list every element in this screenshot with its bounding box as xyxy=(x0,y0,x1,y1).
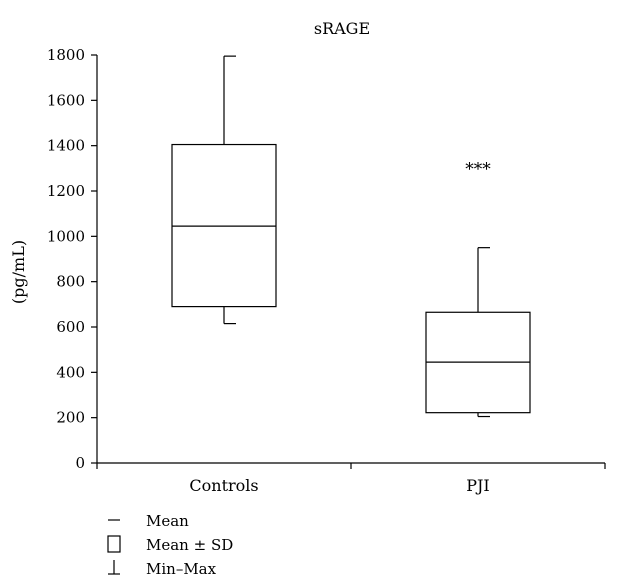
significance-annotation: *** xyxy=(465,159,491,179)
y-tick-label: 200 xyxy=(56,409,85,427)
legend: Mean Mean ± SD Min–Max xyxy=(107,512,233,578)
x-axis: Controls PJI xyxy=(96,462,606,495)
legend-box-symbol xyxy=(107,535,121,553)
box-controls xyxy=(171,55,277,325)
box-series: *** xyxy=(171,55,531,418)
y-tick-label: 1400 xyxy=(47,137,85,155)
y-tick-label: 1600 xyxy=(47,91,85,109)
legend-label: Mean ± SD xyxy=(146,536,233,554)
y-tick-label: 600 xyxy=(56,318,85,336)
x-category-label: Controls xyxy=(189,476,258,495)
y-tick-label: 0 xyxy=(75,454,85,472)
y-tick-label: 400 xyxy=(56,363,85,381)
x-category-label: PJI xyxy=(466,476,490,495)
y-tick-label: 800 xyxy=(56,273,85,291)
legend-item-whisker: Min–Max xyxy=(108,560,217,578)
y-axis: 0 200 400 600 800 1000 1200 1400 1600 1800 xyxy=(47,46,98,472)
legend-label: Min–Max xyxy=(146,560,217,578)
legend-label: Mean xyxy=(146,512,189,530)
y-tick-label: 1200 xyxy=(47,182,85,200)
legend-item-mean: Mean xyxy=(108,512,189,530)
y-axis-label: (pg/mL) xyxy=(9,240,28,304)
chart-title: sRAGE xyxy=(314,19,370,38)
y-tick-label: 1800 xyxy=(47,46,85,64)
legend-item-box: Mean ± SD xyxy=(107,535,233,554)
y-tick-label: 1000 xyxy=(47,227,85,245)
box-pji: *** xyxy=(425,159,531,418)
